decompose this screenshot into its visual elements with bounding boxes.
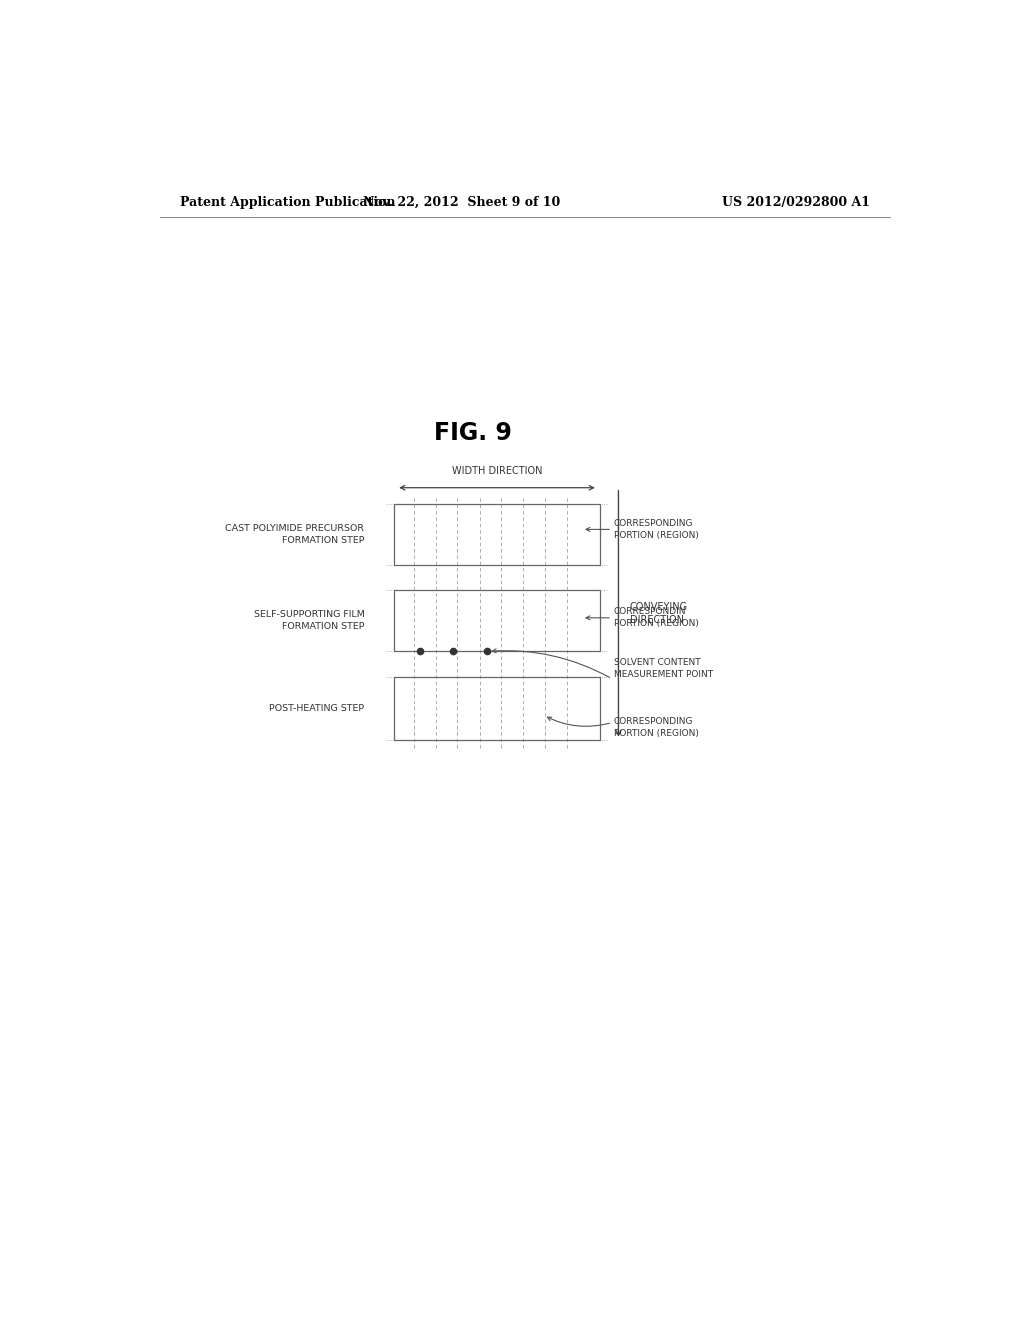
Text: POST-HEATING STEP: POST-HEATING STEP	[269, 704, 365, 713]
Text: FIG. 9: FIG. 9	[434, 421, 512, 445]
Text: SELF-SUPPORTING FILM
FORMATION STEP: SELF-SUPPORTING FILM FORMATION STEP	[254, 610, 365, 631]
Text: CORRESPONDING
PORTION (REGION): CORRESPONDING PORTION (REGION)	[613, 717, 698, 738]
Bar	[394, 590, 600, 651]
Text: SOLVENT CONTENT
MEASUREMENT POINT: SOLVENT CONTENT MEASUREMENT POINT	[613, 659, 713, 678]
Text: WIDTH DIRECTION: WIDTH DIRECTION	[452, 466, 543, 475]
Bar	[394, 677, 600, 739]
Text: CAST POLYIMIDE PRECURSOR
FORMATION STEP: CAST POLYIMIDE PRECURSOR FORMATION STEP	[225, 524, 365, 545]
Bar	[394, 504, 600, 565]
Text: Nov. 22, 2012  Sheet 9 of 10: Nov. 22, 2012 Sheet 9 of 10	[362, 195, 560, 209]
Text: US 2012/0292800 A1: US 2012/0292800 A1	[722, 195, 870, 209]
Text: Patent Application Publication: Patent Application Publication	[179, 195, 395, 209]
Text: CONVEYING
DIRECTION: CONVEYING DIRECTION	[630, 602, 688, 626]
Text: CORRESPONDING
PORTION (REGION): CORRESPONDING PORTION (REGION)	[613, 519, 698, 540]
Text: CORRESPONDIN
PORTION (REGION): CORRESPONDIN PORTION (REGION)	[613, 607, 698, 628]
